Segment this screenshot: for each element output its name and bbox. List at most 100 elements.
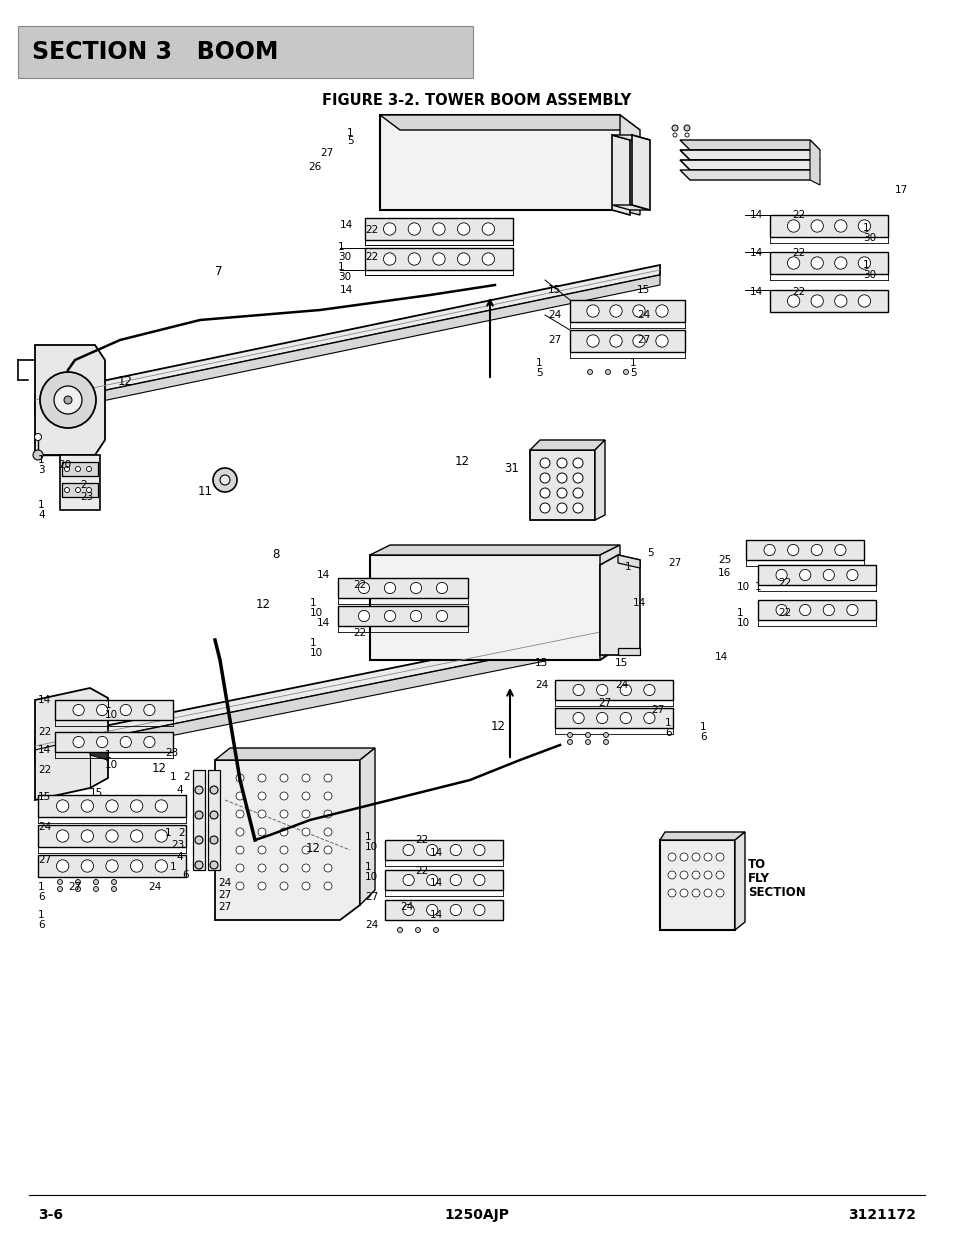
Circle shape xyxy=(235,846,244,853)
Text: 26: 26 xyxy=(308,162,321,172)
Circle shape xyxy=(586,335,598,347)
Circle shape xyxy=(54,387,82,414)
Polygon shape xyxy=(35,345,105,454)
Circle shape xyxy=(716,889,723,897)
Circle shape xyxy=(235,774,244,782)
Circle shape xyxy=(426,904,437,915)
Circle shape xyxy=(667,853,676,861)
Circle shape xyxy=(450,874,461,885)
Text: 14: 14 xyxy=(38,695,51,705)
Polygon shape xyxy=(679,149,820,161)
Circle shape xyxy=(213,468,236,492)
Circle shape xyxy=(194,836,203,844)
Circle shape xyxy=(603,732,608,737)
Polygon shape xyxy=(679,170,820,180)
Circle shape xyxy=(155,860,168,872)
Bar xyxy=(385,840,502,860)
Text: 1: 1 xyxy=(754,582,760,592)
Text: 1: 1 xyxy=(664,718,671,727)
Circle shape xyxy=(557,488,566,498)
Text: 1: 1 xyxy=(165,827,172,839)
Circle shape xyxy=(402,845,414,856)
Circle shape xyxy=(858,295,870,308)
Circle shape xyxy=(605,369,610,374)
Text: 30: 30 xyxy=(862,233,875,243)
Text: 12: 12 xyxy=(152,762,167,776)
Circle shape xyxy=(324,846,332,853)
Polygon shape xyxy=(35,688,108,800)
Circle shape xyxy=(672,133,677,137)
Circle shape xyxy=(235,864,244,872)
Text: 27: 27 xyxy=(319,148,333,158)
Polygon shape xyxy=(530,450,595,520)
Text: 5: 5 xyxy=(646,548,653,558)
Circle shape xyxy=(684,133,688,137)
Text: SECTION: SECTION xyxy=(747,885,805,899)
Bar xyxy=(38,855,186,877)
Polygon shape xyxy=(370,545,619,555)
Circle shape xyxy=(81,830,93,842)
Circle shape xyxy=(57,887,63,892)
Text: 1: 1 xyxy=(105,700,112,710)
Polygon shape xyxy=(618,648,639,655)
Polygon shape xyxy=(90,732,108,760)
Circle shape xyxy=(120,704,132,715)
Text: 14: 14 xyxy=(316,571,330,580)
Text: FIGURE 3-2. TOWER BOOM ASSEMBLY: FIGURE 3-2. TOWER BOOM ASSEMBLY xyxy=(322,93,631,107)
Text: 22: 22 xyxy=(791,287,804,296)
Circle shape xyxy=(775,604,786,615)
Text: 5: 5 xyxy=(629,368,636,378)
Circle shape xyxy=(324,792,332,800)
Text: 27: 27 xyxy=(637,335,650,345)
Text: 17: 17 xyxy=(894,185,907,195)
Text: 1: 1 xyxy=(310,598,316,608)
Circle shape xyxy=(474,845,484,856)
Circle shape xyxy=(786,295,799,308)
Text: 1: 1 xyxy=(38,882,45,892)
Polygon shape xyxy=(35,266,659,405)
Circle shape xyxy=(324,774,332,782)
Circle shape xyxy=(481,253,494,266)
Circle shape xyxy=(235,827,244,836)
Text: 14: 14 xyxy=(714,652,727,662)
Text: 16: 16 xyxy=(718,568,731,578)
Circle shape xyxy=(834,295,846,308)
Text: 10: 10 xyxy=(737,582,749,592)
Text: 1: 1 xyxy=(629,358,636,368)
Circle shape xyxy=(144,736,154,747)
Text: 14: 14 xyxy=(339,220,353,230)
Text: 22: 22 xyxy=(365,225,377,235)
Text: 3-6: 3-6 xyxy=(38,1208,63,1221)
Text: 27: 27 xyxy=(365,892,377,902)
Circle shape xyxy=(799,604,810,615)
Circle shape xyxy=(56,860,69,872)
Circle shape xyxy=(324,882,332,890)
Circle shape xyxy=(603,740,608,745)
Polygon shape xyxy=(679,161,820,170)
Circle shape xyxy=(33,450,43,459)
Circle shape xyxy=(155,830,168,842)
Text: 23: 23 xyxy=(171,840,184,850)
Circle shape xyxy=(257,846,266,853)
Circle shape xyxy=(703,853,711,861)
Text: 8: 8 xyxy=(272,548,279,561)
Text: 12: 12 xyxy=(491,720,505,734)
Text: 10: 10 xyxy=(105,710,118,720)
Text: 30: 30 xyxy=(337,272,351,282)
Text: 24: 24 xyxy=(38,823,51,832)
Circle shape xyxy=(834,257,846,269)
Text: SECTION 3   BOOM: SECTION 3 BOOM xyxy=(32,40,278,64)
Text: 12: 12 xyxy=(455,454,470,468)
Circle shape xyxy=(280,810,288,818)
Text: 27: 27 xyxy=(547,335,560,345)
Bar xyxy=(769,290,887,312)
Circle shape xyxy=(235,792,244,800)
Polygon shape xyxy=(599,555,639,655)
Text: 22: 22 xyxy=(365,252,377,262)
Text: 14: 14 xyxy=(430,848,443,858)
Bar xyxy=(569,330,684,352)
Text: 7: 7 xyxy=(214,266,222,278)
Circle shape xyxy=(786,220,799,232)
Circle shape xyxy=(643,684,655,695)
Text: 11: 11 xyxy=(198,485,213,498)
